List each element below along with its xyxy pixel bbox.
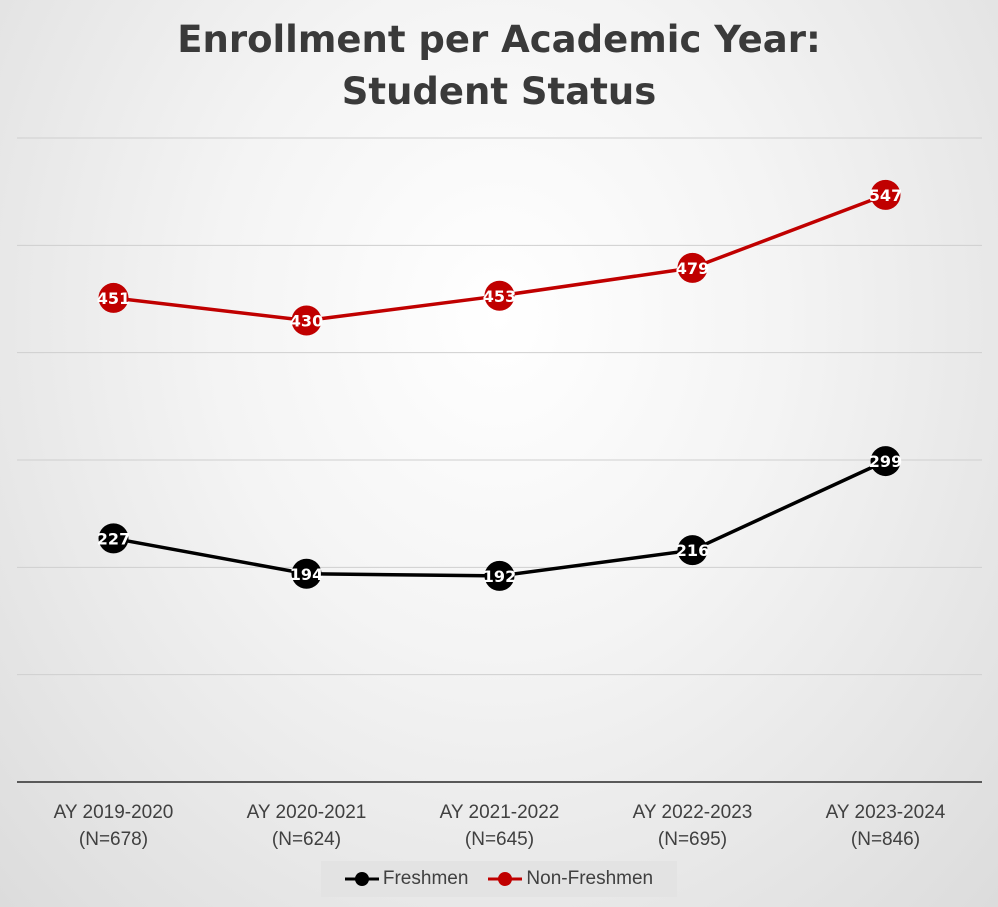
data-point-freshmen-1 <box>291 558 322 589</box>
data-label-freshmen-1: 194 <box>290 565 323 584</box>
chart-title-line-1: Enrollment per Academic Year: <box>177 18 821 61</box>
x-tick-label-2: AY 2021-2022 (N=645) <box>440 802 560 850</box>
data-label-non-freshmen-3: 479 <box>676 259 709 278</box>
x-tick-label-3: AY 2022-2023 (N=695) <box>633 802 753 850</box>
legend-label-non-freshmen: Non-Freshmen <box>526 868 654 889</box>
data-label-non-freshmen-0: 451 <box>97 289 130 308</box>
data-point-non-freshmen-3 <box>677 252 708 283</box>
data-label-freshmen-2: 192 <box>483 567 516 586</box>
chart-title-line-2: Student Status <box>341 70 657 113</box>
data-point-non-freshmen-0 <box>98 282 129 313</box>
legend-marker-freshmen <box>344 872 379 886</box>
x-tick-label-4: AY 2023-2024 (N=846) <box>826 802 946 850</box>
legend-item-freshmen: Freshmen <box>344 868 469 890</box>
data-point-freshmen-3 <box>677 535 708 566</box>
x-tick-label-0: AY 2019-2020 (N=678) <box>54 802 174 850</box>
data-point-non-freshmen-1 <box>291 305 322 336</box>
data-point-freshmen-2 <box>484 560 515 591</box>
data-point-freshmen-0 <box>98 523 129 554</box>
data-label-freshmen-0: 227 <box>97 529 130 548</box>
data-point-non-freshmen-2 <box>484 280 515 311</box>
legend-item-non-freshmen: Non-Freshmen <box>488 868 653 890</box>
legend-marker-non-freshmen <box>488 872 523 886</box>
data-point-non-freshmen-4 <box>870 179 901 210</box>
legend: Freshmen Non-Freshmen <box>321 861 677 897</box>
data-label-non-freshmen-1: 430 <box>290 311 323 330</box>
series-line-freshmen <box>113 459 887 578</box>
legend-label-freshmen: Freshmen <box>382 868 469 889</box>
data-label-freshmen-4: 299 <box>869 452 902 471</box>
data-label-non-freshmen-4: 547 <box>869 186 902 205</box>
data-label-freshmen-3: 216 <box>676 541 709 560</box>
x-tick-label-1: AY 2020-2021 (N=624) <box>247 802 367 850</box>
chart-title: Enrollment per Academic Year: Student St… <box>0 14 998 118</box>
data-point-freshmen-4 <box>870 446 901 477</box>
data-label-non-freshmen-2: 453 <box>483 287 516 306</box>
